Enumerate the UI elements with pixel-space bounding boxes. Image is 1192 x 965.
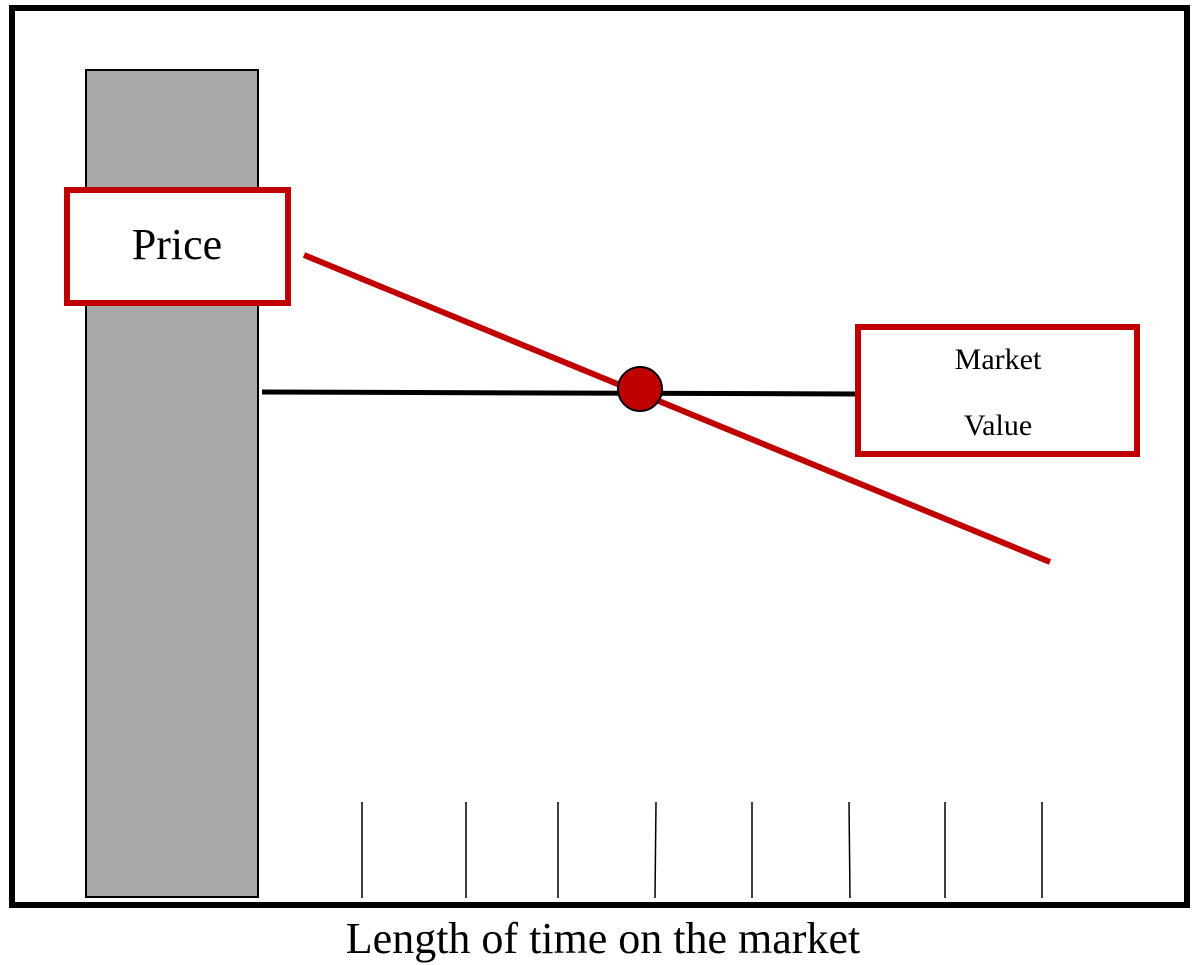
price-box xyxy=(64,187,291,306)
market-value-line xyxy=(261,389,858,397)
price-label: Price xyxy=(132,220,222,269)
tick xyxy=(654,801,657,899)
intersection-point xyxy=(617,366,663,412)
market-value-label: Market xyxy=(955,343,1042,376)
time-ticks xyxy=(361,801,1043,899)
x-axis-label: Length of time on the market xyxy=(346,914,860,963)
market-value-label: Value xyxy=(964,409,1032,442)
price-line xyxy=(302,252,1052,565)
market-value-box xyxy=(855,324,1140,457)
tick xyxy=(848,801,851,899)
